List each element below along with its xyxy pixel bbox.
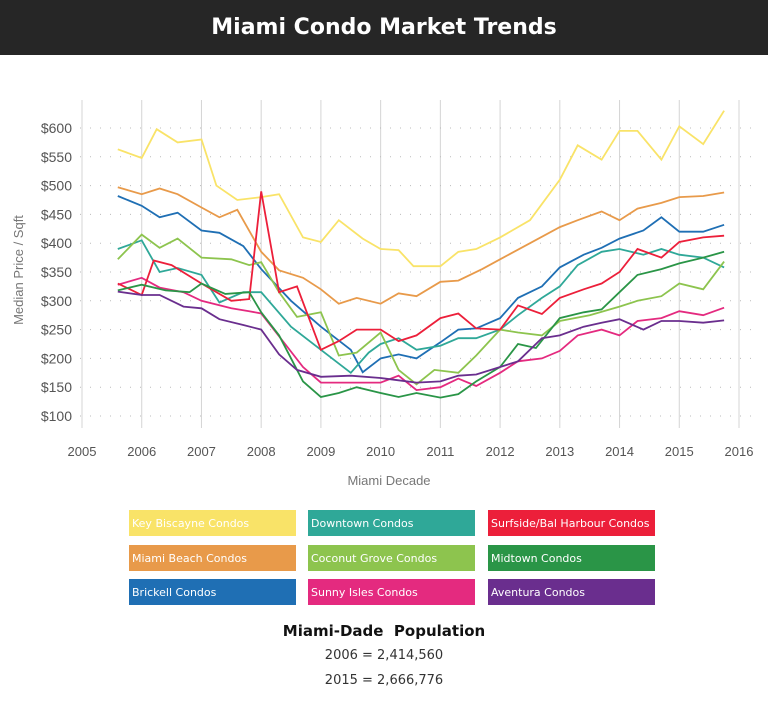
- title-bar: Miami Condo Market Trends: [0, 0, 768, 55]
- series-line-brickell-condos: [117, 195, 725, 374]
- legend-item: Miami Beach Condos: [129, 545, 296, 571]
- series-line-coconut-grove-condos: [117, 233, 725, 386]
- x-tick-label: 2016: [725, 444, 754, 459]
- x-tick-label: 2013: [545, 444, 574, 459]
- series-line-aventura-condos: [117, 290, 725, 384]
- y-tick-label: $400: [41, 235, 72, 251]
- population-2006: 2006 = 2,414,560: [324, 648, 444, 663]
- y-tick-label: $450: [41, 206, 72, 222]
- legend-label: Aventura Condos: [491, 585, 585, 599]
- population-title-right: Population: [393, 622, 486, 640]
- x-tick-label: 2014: [605, 444, 634, 459]
- legend-label: Miami Beach Condos: [132, 551, 247, 565]
- y-tick-label: $250: [41, 322, 72, 338]
- y-tick-label: $300: [41, 293, 72, 309]
- legend-item: Brickell Condos: [129, 579, 296, 605]
- y-tick-label: $200: [41, 350, 72, 366]
- legend-item: Coconut Grove Condos: [308, 545, 475, 571]
- series-line-downtown-condos: [117, 239, 725, 375]
- y-tick-label: $150: [41, 379, 72, 395]
- y-tick-label: $100: [41, 408, 72, 424]
- legend-label: Key Biscayne Condos: [132, 516, 250, 530]
- population-title-left: Miami-Dade: [282, 622, 384, 640]
- legend-label: Sunny Isles Condos: [311, 585, 418, 599]
- series-line-miami-beach-condos: [117, 186, 725, 305]
- x-tick-label: 2007: [187, 444, 216, 459]
- legend-label: Downtown Condos: [311, 516, 414, 530]
- legend-item: Surfside/Bal Harbour Condos: [488, 510, 655, 536]
- legend-item: Downtown Condos: [308, 510, 475, 536]
- x-tick-label: 2008: [247, 444, 276, 459]
- x-tick-label: 2010: [366, 444, 395, 459]
- y-tick-label: $550: [41, 149, 72, 165]
- legend-item: Aventura Condos: [488, 579, 655, 605]
- x-tick-label: 2009: [306, 444, 335, 459]
- y-axis-label: Median Price / Sqft: [11, 215, 26, 325]
- series-line-midtown-condos: [117, 250, 725, 399]
- population-title: Miami-Dade Population: [0, 622, 768, 640]
- x-tick-label: 2015: [665, 444, 694, 459]
- legend-item: Midtown Condos: [488, 545, 655, 571]
- line-chart: 2005 2006 2007 2008 2009 2010 2011 2012 2013 2014…: [11, 100, 760, 488]
- population-2015: 2015 = 2,666,776: [324, 673, 444, 688]
- series-line-key-biscayne-condos: [117, 110, 725, 268]
- x-tick-label: 2012: [486, 444, 515, 459]
- series-line-sunny-isles-condos: [117, 276, 725, 392]
- y-tick-label: $500: [41, 178, 72, 194]
- legend-item: Key Biscayne Condos: [129, 510, 296, 536]
- y-tick-label: $350: [41, 264, 72, 280]
- y-tick-label: $600: [41, 120, 72, 136]
- x-tick-label: 2006: [127, 444, 156, 459]
- x-tick-label: 2011: [426, 444, 454, 459]
- legend-label: Surfside/Bal Harbour Condos: [491, 516, 650, 530]
- x-tick-label: 2005: [68, 444, 97, 459]
- legend-item: Sunny Isles Condos: [308, 579, 475, 605]
- legend-label: Coconut Grove Condos: [311, 551, 438, 565]
- x-axis-label: Miami Decade: [347, 473, 430, 488]
- page-title: Miami Condo Market Trends: [211, 15, 557, 40]
- series-line-surfside-bal-harbour-condos: [117, 191, 725, 352]
- legend-label: Brickell Condos: [132, 585, 217, 599]
- legend-label: Midtown Condos: [491, 551, 582, 565]
